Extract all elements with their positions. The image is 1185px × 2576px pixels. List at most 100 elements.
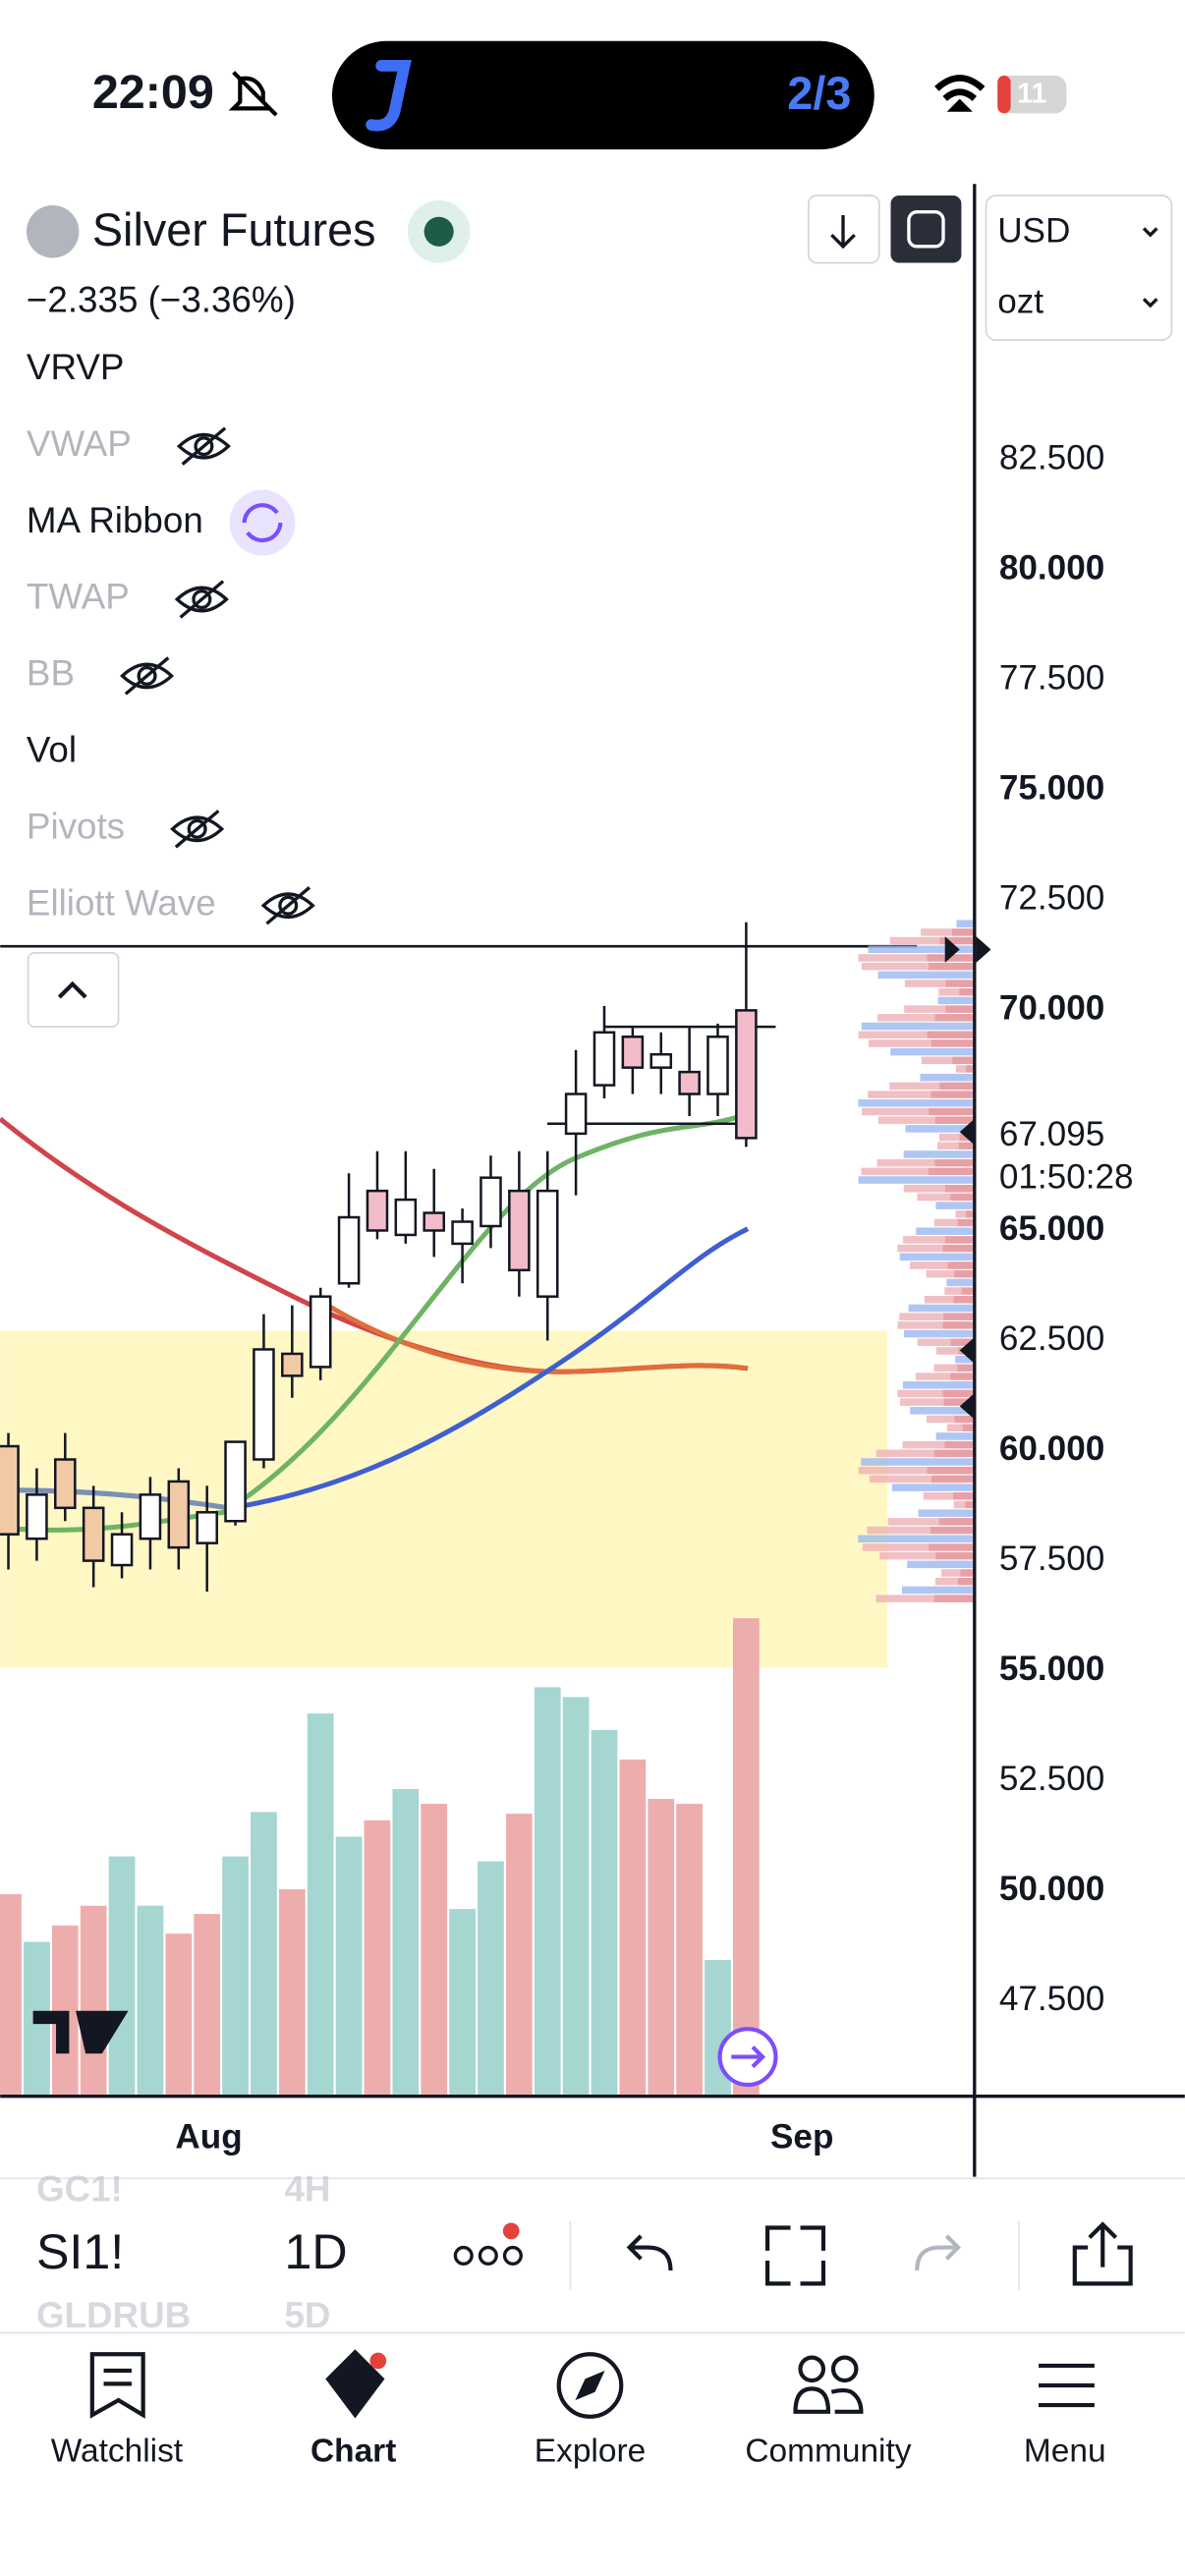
- volume-bar: [449, 1909, 476, 2097]
- refresh-badge[interactable]: [229, 489, 296, 556]
- visibility-icon: [192, 588, 212, 610]
- unit[interactable]: ozt: [997, 283, 1044, 321]
- profile-bar: [910, 1407, 974, 1415]
- candle-body: [423, 1211, 446, 1232]
- ma-line: [229, 1226, 750, 1511]
- profile-bar: [961, 1287, 974, 1295]
- indicator-label[interactable]: BB: [27, 653, 75, 694]
- profile-bar: [956, 920, 974, 927]
- nav-label[interactable]: Menu: [1024, 2433, 1106, 2469]
- symbol-picker[interactable]: SI1!: [36, 2224, 124, 2279]
- profile-bar: [861, 1167, 929, 1176]
- profile-bar: [891, 1484, 974, 1491]
- profile-bar: [926, 1415, 955, 1424]
- volume-bar: [619, 1759, 647, 2097]
- candle-body: [592, 1031, 616, 1087]
- indicator-label[interactable]: Elliott Wave: [27, 882, 216, 923]
- profile-bar: [928, 1167, 974, 1176]
- profile-bar: [868, 1039, 931, 1047]
- fullscreen-icon: [907, 210, 945, 249]
- profile-bar: [955, 1210, 967, 1218]
- visibility-icon[interactable]: [176, 426, 231, 466]
- visibility-icon[interactable]: [120, 656, 175, 696]
- nav-label[interactable]: Community: [745, 2433, 911, 2469]
- candle-body: [224, 1440, 247, 1523]
- profile-bar: [858, 1031, 928, 1038]
- candle-body: [82, 1506, 105, 1562]
- profile-bar: [949, 1372, 974, 1380]
- profile-bar: [862, 1543, 930, 1551]
- candles: [0, 922, 758, 1592]
- profile-bar: [934, 1014, 974, 1022]
- candle-body: [735, 1009, 758, 1140]
- visibility-icon[interactable]: [174, 580, 229, 619]
- profile-bar: [950, 1338, 974, 1347]
- status-time: 22:09: [92, 66, 214, 119]
- profile-bar: [959, 987, 974, 996]
- currency[interactable]: USD: [997, 212, 1070, 251]
- profile-bar: [889, 936, 940, 945]
- volume-bar: [0, 1894, 22, 2097]
- dynamic-island[interactable]: [331, 40, 875, 150]
- symbol-title[interactable]: Silver Futures: [92, 204, 376, 255]
- countdown: 01:50:28: [999, 1158, 1134, 1197]
- profile-bar: [897, 1321, 943, 1329]
- profile-bar: [858, 1099, 974, 1107]
- profile-bar: [966, 1065, 974, 1073]
- fullscreen-button[interactable]: [890, 195, 962, 263]
- indicator-label[interactable]: Pivots: [27, 807, 125, 847]
- more-button[interactable]: [453, 2222, 523, 2266]
- profile-bar: [903, 1184, 946, 1193]
- redo-button[interactable]: [915, 2234, 962, 2271]
- prev-symbol: GC1!: [36, 2168, 123, 2209]
- candle-body: [706, 1036, 729, 1095]
- current-price-bg: [986, 1115, 1185, 1202]
- indicator-label[interactable]: Vol: [27, 730, 77, 770]
- profile-bar: [954, 1415, 974, 1424]
- profile-bar: [938, 987, 960, 996]
- profile-bar: [897, 1244, 943, 1253]
- price-tick-label: 77.500: [999, 659, 1104, 698]
- nav-label[interactable]: Chart: [310, 2433, 396, 2469]
- price-tick-label: 52.500: [999, 1760, 1104, 1798]
- visibility-icon[interactable]: [260, 886, 315, 925]
- volume-bar: [194, 1914, 221, 2097]
- volume-bar: [648, 1799, 675, 2097]
- visibility-icon[interactable]: [170, 810, 225, 849]
- profile-bar: [917, 1193, 951, 1202]
- undo-button[interactable]: [626, 2234, 673, 2271]
- nav-label[interactable]: Explore: [535, 2433, 646, 2469]
- wifi-icon: [934, 75, 986, 112]
- market-status-dot: [423, 216, 454, 247]
- chevron-up: [57, 980, 87, 999]
- price-tick-label: 75.000: [999, 769, 1104, 808]
- profile-bar: [897, 1389, 943, 1398]
- profile-bar: [934, 1158, 974, 1167]
- profile-bar: [935, 1432, 974, 1440]
- share-button[interactable]: [1072, 2221, 1133, 2286]
- profile-bar: [936, 1142, 959, 1150]
- profile-bar: [958, 1142, 974, 1150]
- profile-bar: [899, 1398, 944, 1406]
- indicator-label[interactable]: TWAP: [27, 577, 130, 617]
- candle-body: [678, 1070, 701, 1095]
- next-symbol: GLDRUB: [36, 2295, 191, 2335]
- interval-picker[interactable]: 1D: [284, 2224, 347, 2279]
- overlay: [0, 335, 920, 943]
- indicator-label[interactable]: VWAP: [27, 423, 132, 464]
- collapse-legend[interactable]: [27, 952, 120, 1028]
- fullscreen-toggle[interactable]: [764, 2225, 826, 2286]
- profile-bar: [946, 1424, 963, 1431]
- price-tick-label: 80.000: [999, 549, 1104, 588]
- profile-bar: [858, 1466, 928, 1475]
- profile-bar: [943, 1313, 974, 1320]
- profile-bar: [939, 936, 974, 945]
- indicator-label[interactable]: VRVP: [27, 347, 124, 387]
- profile-bar: [934, 1116, 974, 1124]
- profile-bar: [954, 1269, 974, 1278]
- candle-body: [508, 1189, 531, 1272]
- profile-bar: [902, 1440, 945, 1449]
- indicator-label[interactable]: MA Ribbon: [27, 500, 203, 540]
- nav-label[interactable]: Watchlist: [51, 2433, 184, 2469]
